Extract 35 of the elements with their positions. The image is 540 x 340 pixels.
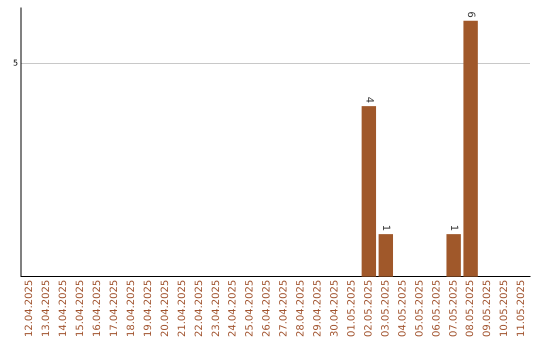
y-tick-label: 5 xyxy=(12,58,18,68)
x-tick-label: 29.04.2025 xyxy=(312,280,324,338)
x-tick-label: 13.04.2025 xyxy=(41,280,52,338)
x-tick-label: 14.04.2025 xyxy=(58,280,70,338)
x-tick-label: 24.04.2025 xyxy=(228,280,239,338)
x-tick-label: 10.05.2025 xyxy=(499,280,510,338)
x-tick-label: 20.04.2025 xyxy=(160,280,171,338)
x-tick-label: 28.04.2025 xyxy=(296,280,307,338)
data-label: 4 xyxy=(363,96,374,104)
x-tick-label: 16.04.2025 xyxy=(92,280,104,338)
data-label: 1 xyxy=(448,224,460,232)
data-label: 6 xyxy=(465,11,476,18)
x-tick-label: 15.04.2025 xyxy=(75,280,86,338)
x-tick-label: 06.05.2025 xyxy=(431,280,442,338)
x-tick-label: 04.05.2025 xyxy=(397,280,408,338)
x-tick-label: 27.04.2025 xyxy=(278,280,290,338)
x-tick-label: 26.04.2025 xyxy=(262,280,273,338)
x-tick-label: 17.04.2025 xyxy=(108,280,120,338)
x-tick-label: 12.04.2025 xyxy=(24,280,36,338)
x-tick-label: 25.04.2025 xyxy=(244,280,256,338)
x-tick-label: 05.05.2025 xyxy=(414,280,426,338)
x-tick-label: 18.04.2025 xyxy=(126,280,137,338)
x-tick-label: 07.05.2025 xyxy=(448,280,460,338)
x-tick-label: 22.04.2025 xyxy=(194,280,205,338)
x-tick-label: 08.05.2025 xyxy=(465,280,476,338)
x-tick-label: 03.05.2025 xyxy=(380,280,392,338)
x-tick-label: 01.05.2025 xyxy=(346,280,358,338)
x-tick-label: 11.05.2025 xyxy=(516,280,528,338)
x-tick-label: 30.04.2025 xyxy=(330,280,341,338)
x-tick-label: 21.04.2025 xyxy=(176,280,188,338)
data-label: 1 xyxy=(380,224,392,232)
x-tick-label: 09.05.2025 xyxy=(482,280,494,338)
x-tick-label: 19.04.2025 xyxy=(142,280,154,338)
x-tick-label: 02.05.2025 xyxy=(363,280,374,338)
x-tick-label: 23.04.2025 xyxy=(210,280,222,338)
